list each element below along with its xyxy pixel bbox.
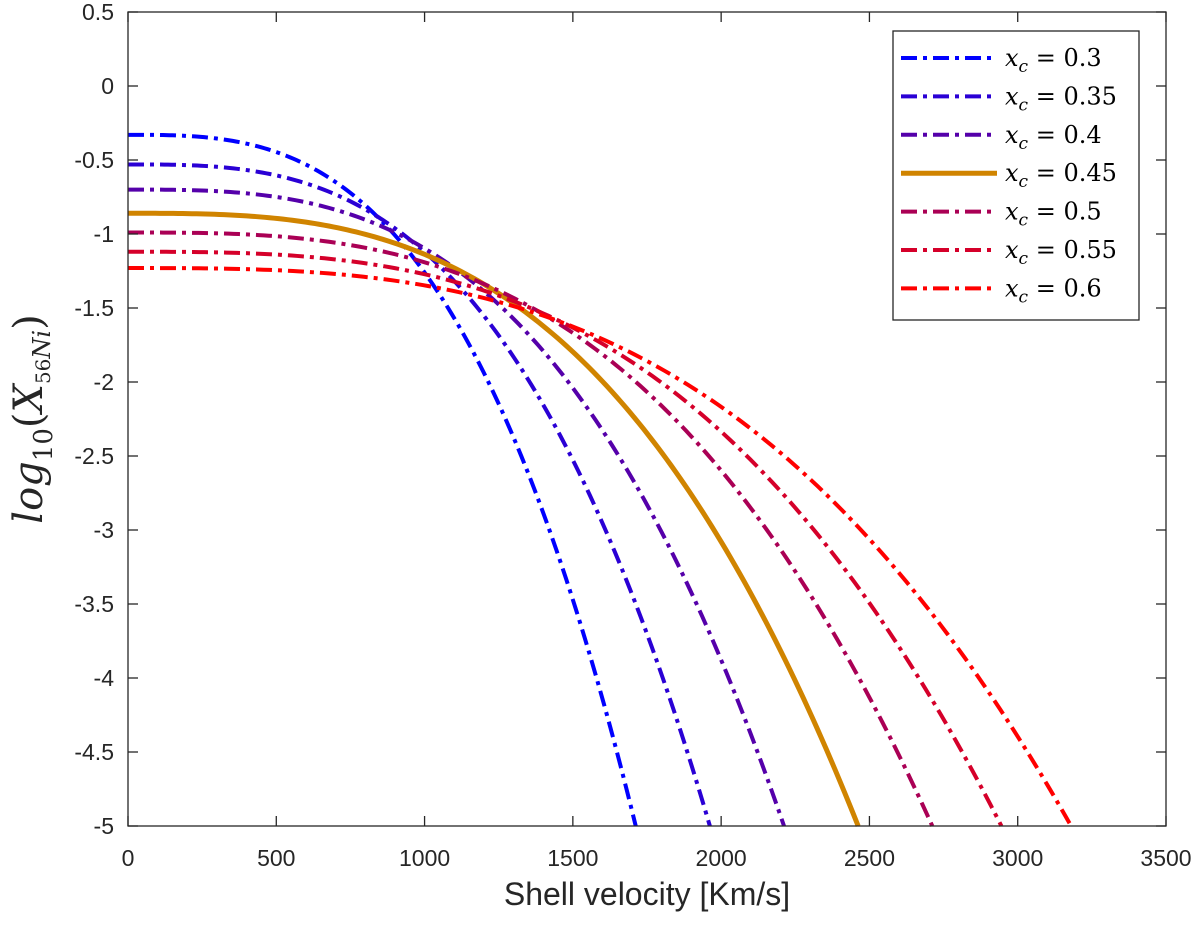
legend-var-subscript: c xyxy=(1019,57,1029,77)
legend-var-subscript: c xyxy=(1019,211,1029,231)
legend-label-0_6: xc = 0.6 xyxy=(1005,274,1102,307)
legend-var: x xyxy=(1005,236,1019,264)
axes: 0 500 1000 1500 2000 2500 3000 3500 0.5 0 -0.5 -1 -1… xyxy=(74,0,1191,871)
legend-var-subscript: c xyxy=(1019,249,1029,269)
y-axis-title-superscript: 56 xyxy=(31,359,55,384)
y-tick-label: -1.5 xyxy=(74,295,114,321)
y-tick-label: 0.5 xyxy=(82,0,114,25)
x-tick-label: 500 xyxy=(257,845,295,871)
y-axis-title-base-subscript: 10 xyxy=(29,428,59,461)
legend-label-0_5: xc = 0.5 xyxy=(1005,198,1102,231)
y-tick-label: -4.5 xyxy=(74,739,114,765)
legend-label-0_45: xc = 0.45 xyxy=(1005,159,1117,192)
y-tick-label: 0 xyxy=(101,73,114,99)
legend-value: = 0.6 xyxy=(1028,274,1102,302)
legend-value: = 0.5 xyxy=(1028,198,1102,226)
y-axis-title-base: log xyxy=(6,461,52,523)
x-tick-label: 1000 xyxy=(399,845,450,871)
y-tick-label: -5 xyxy=(94,813,114,839)
legend-label-0_4: xc = 0.4 xyxy=(1005,121,1102,154)
y-tick-label: -2 xyxy=(94,369,114,395)
legend-value: = 0.45 xyxy=(1028,159,1117,187)
series-line-0_6 xyxy=(128,266,1073,827)
legend-var: x xyxy=(1005,274,1019,302)
y-tick-label: -4 xyxy=(94,665,115,691)
y-axis-title: log10(X56Ni) xyxy=(6,314,59,523)
legend-label-0_55: xc = 0.55 xyxy=(1005,236,1117,269)
y-axis-title-subscript: Ni xyxy=(28,330,56,360)
y-axis-title-close-paren: ) xyxy=(6,314,52,330)
legend-var-subscript: c xyxy=(1019,95,1029,115)
legend-var-subscript: c xyxy=(1019,287,1029,307)
y-tick-label: -0.5 xyxy=(74,147,114,173)
axes-frame xyxy=(127,11,1167,827)
legend-label-0_35: xc = 0.35 xyxy=(1005,82,1117,115)
legend-var-subscript: c xyxy=(1019,172,1029,192)
legend-value: = 0.55 xyxy=(1028,236,1117,264)
legend-value: = 0.3 xyxy=(1028,44,1102,72)
series-lines xyxy=(128,132,1073,827)
series-line-0_5 xyxy=(128,230,935,827)
legend-var: x xyxy=(1005,82,1019,110)
legend-var: x xyxy=(1005,198,1019,226)
x-tick-label: 2000 xyxy=(696,845,747,871)
series-line-0_45 xyxy=(128,210,861,827)
legend-var: x xyxy=(1005,121,1019,149)
legend-value: = 0.4 xyxy=(1028,121,1102,149)
x-axis-title: Shell velocity [Km/s] xyxy=(504,876,790,912)
y-tick-label: -3.5 xyxy=(74,591,114,617)
legend-var-subscript: c xyxy=(1019,134,1029,154)
y-axis-title-var: X xyxy=(6,383,52,416)
legend-label-0_3: xc = 0.3 xyxy=(1005,44,1102,77)
y-tick-label: -1 xyxy=(94,221,114,247)
x-tick-label: 1500 xyxy=(547,845,598,871)
y-tick-label: -3 xyxy=(94,517,114,543)
y-tick-label: -2.5 xyxy=(74,443,114,469)
legend-var: x xyxy=(1005,44,1019,72)
x-tick-label: 3500 xyxy=(1140,845,1191,871)
series-line-0_55 xyxy=(128,249,1004,827)
y-axis-title-open-paren: ( xyxy=(6,413,52,429)
x-tick-label: 0 xyxy=(122,845,135,871)
x-tick-label: 3000 xyxy=(992,845,1043,871)
x-tick-label: 2500 xyxy=(844,845,895,871)
legend-var: x xyxy=(1005,159,1019,187)
legend-value: = 0.35 xyxy=(1028,82,1117,110)
